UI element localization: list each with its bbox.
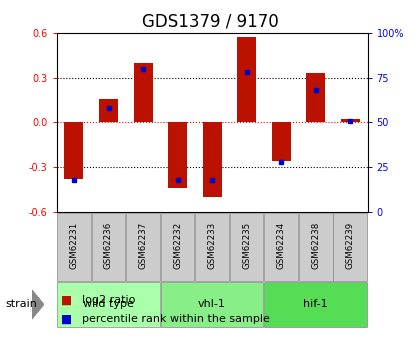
- Text: log2 ratio: log2 ratio: [82, 295, 135, 305]
- Text: GSM62232: GSM62232: [173, 222, 182, 269]
- Bar: [237, 37, 256, 122]
- Text: ■: ■: [61, 313, 72, 326]
- Text: GSM62235: GSM62235: [242, 222, 251, 269]
- Bar: [65, 122, 84, 179]
- Bar: [202, 122, 222, 197]
- Text: GSM62238: GSM62238: [311, 222, 320, 269]
- Bar: [341, 119, 360, 122]
- Text: GDS1379 / 9170: GDS1379 / 9170: [142, 12, 278, 30]
- Bar: [134, 63, 152, 122]
- Text: GSM62239: GSM62239: [346, 222, 355, 269]
- Text: percentile rank within the sample: percentile rank within the sample: [82, 314, 270, 324]
- Bar: [272, 122, 291, 161]
- Text: vhl-1: vhl-1: [198, 299, 226, 309]
- Text: GSM62234: GSM62234: [277, 222, 286, 269]
- Bar: [168, 122, 187, 188]
- Text: GSM62231: GSM62231: [69, 222, 79, 269]
- Text: GSM62233: GSM62233: [207, 222, 217, 269]
- Text: GSM62237: GSM62237: [139, 222, 147, 269]
- Bar: [99, 99, 118, 122]
- Text: GSM62236: GSM62236: [104, 222, 113, 269]
- Polygon shape: [32, 290, 44, 319]
- Text: hif-1: hif-1: [303, 299, 328, 309]
- Text: ■: ■: [61, 294, 72, 307]
- Bar: [306, 73, 325, 122]
- Text: strain: strain: [5, 299, 37, 309]
- Text: wild type: wild type: [83, 299, 134, 309]
